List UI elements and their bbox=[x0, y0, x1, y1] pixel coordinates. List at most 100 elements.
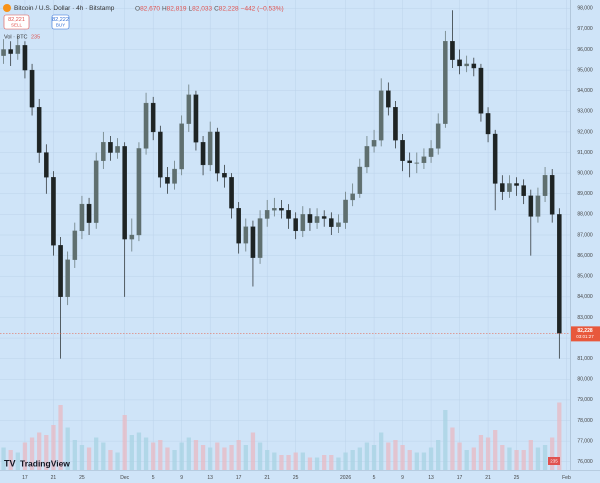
y-tick-label: 89,000 bbox=[577, 191, 593, 197]
y-tick-label: 87,000 bbox=[577, 232, 593, 238]
candle-body bbox=[471, 63, 477, 69]
candle-body bbox=[279, 208, 284, 211]
y-tick-label: 80,000 bbox=[577, 377, 593, 383]
volume-bar bbox=[108, 450, 113, 470]
x-tick-label: 2026 bbox=[340, 475, 351, 481]
volume-bar bbox=[329, 455, 334, 470]
symbol-title: Bitcoin / U.S. Dollar · 4h · Bitstamp bbox=[14, 5, 115, 12]
candle-body bbox=[428, 148, 434, 157]
volume-bar bbox=[22, 442, 28, 470]
volume-bar bbox=[58, 405, 63, 470]
candle-body bbox=[65, 259, 70, 297]
volume-bar bbox=[193, 440, 199, 470]
x-tick-label: 9 bbox=[180, 475, 183, 481]
candle-body bbox=[101, 142, 106, 161]
volume-bar bbox=[79, 445, 85, 470]
candle-body bbox=[186, 94, 192, 124]
candle-body bbox=[400, 140, 405, 161]
candle-body bbox=[29, 69, 35, 108]
volume-bar bbox=[1, 447, 6, 470]
volume-bar bbox=[115, 452, 120, 470]
candle-body bbox=[307, 214, 313, 223]
volume-legend-value: 235 bbox=[31, 34, 40, 40]
volume-bar bbox=[51, 425, 56, 470]
volume-bar bbox=[257, 442, 263, 470]
candle-body bbox=[557, 214, 562, 334]
volume-bar bbox=[450, 427, 455, 470]
volume-bar bbox=[507, 447, 512, 470]
y-tick-label: 81,000 bbox=[577, 356, 593, 362]
axes: 76,000 77,000 78,000 79,000 80,000 81,000 82,0… bbox=[22, 6, 600, 481]
y-tick-label: 78,000 bbox=[577, 418, 593, 424]
volume-bar bbox=[143, 437, 149, 470]
candle-body bbox=[257, 218, 263, 258]
volume-bar bbox=[250, 432, 256, 470]
volume-bar bbox=[436, 440, 441, 470]
volume-layer bbox=[1, 402, 562, 470]
candle-body bbox=[93, 160, 99, 223]
volume-bar bbox=[350, 450, 355, 470]
candle-body bbox=[172, 168, 177, 184]
volume-bar bbox=[464, 450, 469, 470]
volume-bar bbox=[307, 457, 313, 470]
candle-body bbox=[443, 41, 448, 124]
y-tick-label: 83,000 bbox=[577, 315, 593, 321]
volume-bar bbox=[493, 430, 498, 470]
sell-price: 82,221 bbox=[8, 17, 25, 23]
sell-button[interactable] bbox=[3, 14, 30, 30]
volume-bar bbox=[151, 442, 156, 470]
y-tick-label: 95,000 bbox=[577, 67, 593, 73]
ohlc-key: L bbox=[189, 5, 193, 12]
ohlc-key: H bbox=[162, 5, 167, 12]
volume-bar bbox=[186, 437, 191, 470]
volume-bar bbox=[15, 452, 20, 470]
y-tick-label: 97,000 bbox=[577, 26, 593, 32]
volume-bar bbox=[279, 455, 284, 470]
volume-bar bbox=[478, 435, 484, 470]
volume-bar bbox=[314, 457, 320, 470]
buy-label: BUY bbox=[56, 23, 65, 28]
candle-body bbox=[514, 183, 519, 186]
volume-bar bbox=[457, 442, 462, 470]
volume-bar bbox=[222, 447, 227, 470]
volume-bar bbox=[37, 432, 42, 470]
candle-body bbox=[158, 131, 163, 178]
candle-body bbox=[236, 208, 241, 244]
volume-bar bbox=[393, 440, 398, 470]
brand-name: TradingView bbox=[20, 458, 70, 468]
volume-bar bbox=[172, 450, 177, 470]
x-tick-label: 25 bbox=[293, 475, 299, 481]
volume-bar bbox=[72, 440, 77, 470]
y-tick-label: 94,000 bbox=[577, 88, 593, 94]
candle-body bbox=[321, 216, 327, 219]
candle-body bbox=[193, 94, 199, 143]
candle-body bbox=[507, 183, 512, 192]
x-tick-label: 21 bbox=[264, 475, 270, 481]
volume-bar bbox=[44, 435, 49, 470]
ohlc-key: O bbox=[135, 5, 140, 12]
volume-bar bbox=[485, 437, 491, 470]
volume-bar bbox=[215, 442, 220, 470]
volume-bar bbox=[286, 455, 291, 470]
ohlc-value: 82,670 bbox=[140, 5, 160, 12]
volume-bar bbox=[129, 435, 134, 470]
candle-body bbox=[150, 102, 156, 133]
candle-body bbox=[293, 218, 298, 232]
volume-bar bbox=[535, 447, 541, 470]
y-tick-label: 92,000 bbox=[577, 129, 593, 135]
candle-body bbox=[414, 162, 420, 164]
candle-body bbox=[136, 148, 142, 236]
buy-button[interactable] bbox=[51, 14, 70, 30]
candle-body bbox=[386, 90, 391, 108]
candle-body bbox=[129, 234, 135, 240]
candle-body bbox=[22, 45, 28, 71]
candle-body bbox=[343, 199, 348, 223]
volume-bar bbox=[229, 445, 234, 470]
candle-body bbox=[542, 175, 548, 196]
candle-body bbox=[58, 245, 63, 297]
x-tick-label: 21 bbox=[51, 475, 57, 481]
volume-bar bbox=[243, 445, 248, 470]
volume-bar bbox=[65, 427, 70, 470]
ohlc-value: 82,033 bbox=[192, 5, 212, 12]
candle-body bbox=[264, 210, 270, 219]
